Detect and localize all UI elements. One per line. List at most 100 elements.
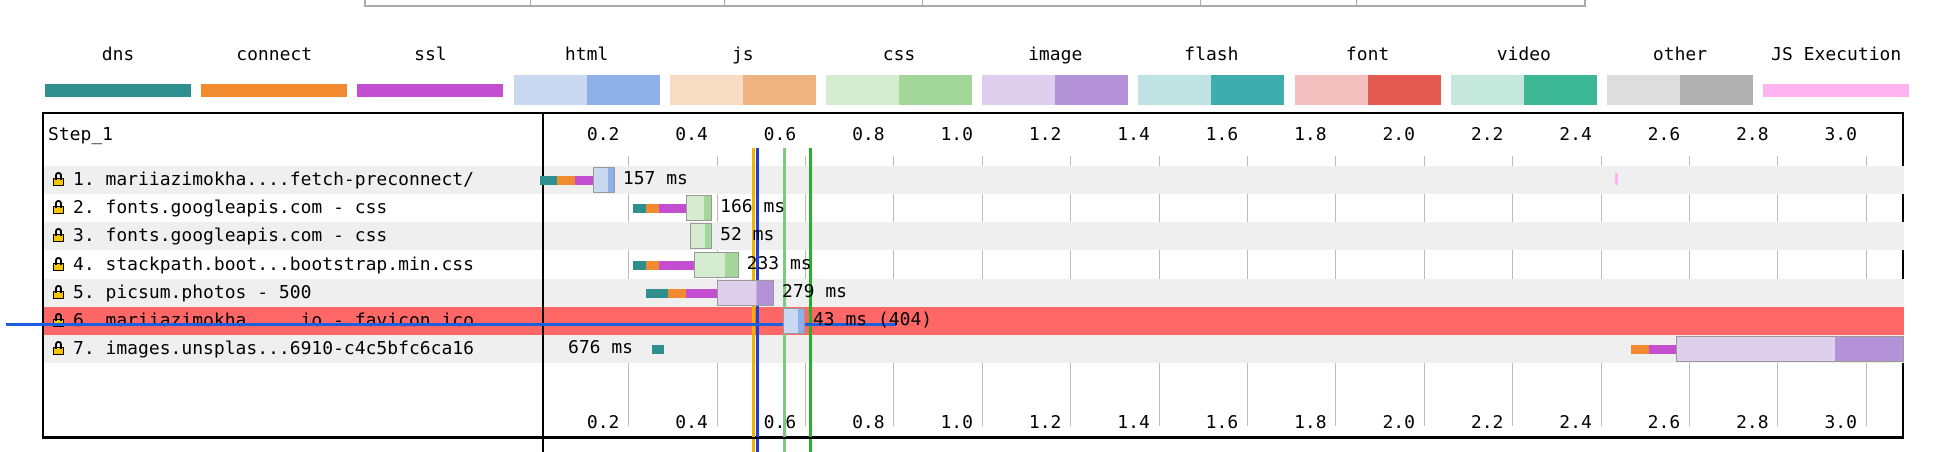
- scale-top-10: 2.2: [1470, 124, 1504, 145]
- timing-ssl: [575, 176, 593, 185]
- legend-swatch-dark-3: [586, 75, 660, 105]
- scale-bottom-11: 2.4: [1559, 412, 1592, 433]
- request-row: 6. mariiazimokha.....io - favicon.ico: [44, 307, 1904, 335]
- download-bar: [1675, 336, 1904, 362]
- request-time: 279 ms: [782, 281, 848, 302]
- legend-swatch-dark-10: [1680, 75, 1753, 105]
- download-bar: [685, 195, 713, 221]
- legend-swatch-light-4: [669, 75, 743, 105]
- scale-bottom-7: 1.6: [1205, 412, 1239, 433]
- request-label: 6. mariiazimokha.....io - favicon.ico: [52, 310, 474, 331]
- legend-label-10: other: [1652, 44, 1708, 65]
- legend-swatch-dark-5: [899, 75, 972, 105]
- legend-swatch-dark-6: [1055, 75, 1129, 105]
- lock-icon: [52, 341, 65, 355]
- legend-swatch-dark-8: [1367, 75, 1441, 105]
- request-label: 2. fonts.googleapis.com - css: [52, 197, 387, 218]
- request-label: 5. picsum.photos - 500: [52, 282, 311, 303]
- request-time: 233 ms: [746, 253, 812, 274]
- legend-label-2: ssl: [414, 44, 447, 65]
- scale-bottom-0: 0.2: [586, 412, 620, 433]
- frame-divider: [530, 0, 531, 5]
- scale-bottom-3: 0.8: [852, 412, 885, 433]
- scale-bottom-9: 2.0: [1382, 412, 1415, 433]
- request-url: 4. stackpath.boot...bootstrap.min.css: [73, 254, 474, 275]
- frame-divider: [922, 0, 923, 5]
- timing-connect: [667, 289, 686, 298]
- scale-top-2: 0.6: [763, 124, 797, 145]
- timing-ssl: [1649, 345, 1676, 354]
- frame-divider: [1356, 0, 1357, 5]
- timing-dns: [632, 204, 646, 213]
- event-marker-2: [783, 148, 786, 452]
- scale-top-13: 2.8: [1736, 124, 1769, 145]
- request-label: 4. stackpath.boot...bootstrap.min.css: [52, 254, 474, 275]
- request-row: 2. fonts.googleapis.com - css: [44, 194, 1904, 222]
- timing-connect: [557, 176, 576, 185]
- legend-label-3: html: [564, 44, 609, 65]
- timing-ssl: [659, 261, 695, 270]
- lock-icon: [52, 172, 65, 186]
- timing-ssl: [685, 289, 717, 298]
- scale-top-6: 1.4: [1117, 124, 1150, 145]
- legend-swatch-light-10: [1607, 75, 1680, 105]
- timing-dns: [539, 176, 558, 185]
- request-url: 3. fonts.googleapis.com - css: [73, 225, 388, 246]
- step-label: Step_1: [48, 124, 114, 145]
- scale-top-9: 2.0: [1382, 124, 1415, 145]
- download-bar: [690, 223, 713, 249]
- request-row: 3. fonts.googleapis.com - css: [44, 222, 1904, 250]
- legend-swatch-light-9: [1450, 75, 1524, 105]
- legend-swatch-2: [357, 84, 504, 97]
- request-url: 6. mariiazimokha.....io - favicon.ico: [73, 310, 474, 331]
- timing-dns: [645, 289, 668, 298]
- scale-bottom-4: 1.0: [940, 412, 973, 433]
- legend-label-1: connect: [236, 44, 313, 65]
- label-column-divider: [542, 112, 544, 452]
- download-bar: [716, 280, 774, 306]
- legend-swatch-dark-7: [1211, 75, 1285, 105]
- lock-icon: [52, 285, 65, 299]
- download-bar: [592, 167, 615, 193]
- request-row: 4. stackpath.boot...bootstrap.min.css: [44, 251, 1904, 279]
- timing-dns-marker: [652, 345, 664, 354]
- request-row: 1. mariiazimokha....fetch-preconnect/: [44, 166, 1904, 194]
- lock-icon: [52, 257, 65, 271]
- scale-top-3: 0.8: [852, 124, 885, 145]
- scale-top-7: 1.6: [1205, 124, 1239, 145]
- frame-divider: [1200, 0, 1201, 5]
- scale-top-11: 2.4: [1559, 124, 1592, 145]
- legend-swatch-light-7: [1138, 75, 1212, 105]
- scale-bottom-2: 0.6: [763, 412, 797, 433]
- download-bar: [694, 252, 739, 278]
- request-label: 1. mariiazimokha....fetch-preconnect/: [52, 169, 474, 190]
- request-time: 157 ms: [622, 168, 688, 189]
- scale-bottom-8: 1.8: [1294, 412, 1327, 433]
- legend-swatch-dark-4: [742, 75, 816, 105]
- request-time: 52 ms: [720, 224, 775, 245]
- legend-label-7: flash: [1184, 44, 1239, 65]
- request-url: 7. images.unsplas...6910-c4c5bfc6ca16: [73, 338, 474, 359]
- legend-label-4: js: [731, 44, 754, 65]
- scale-bottom-14: 3.0: [1824, 412, 1857, 433]
- timing-connect: [1631, 345, 1650, 354]
- legend-label-9: video: [1496, 44, 1551, 65]
- legend-label-8: font: [1345, 44, 1390, 65]
- table-bottom-rule: [42, 437, 1904, 439]
- request-label: 3. fonts.googleapis.com - css: [52, 225, 387, 246]
- request-label: 7. images.unsplas...6910-c4c5bfc6ca16: [52, 338, 474, 359]
- legend-swatch-0: [45, 84, 191, 97]
- scale-bottom-13: 2.8: [1736, 412, 1769, 433]
- scale-top-12: 2.6: [1647, 124, 1681, 145]
- js-execution-tick: [1615, 173, 1618, 185]
- scale-top-14: 3.0: [1824, 124, 1857, 145]
- scale-top-8: 1.8: [1294, 124, 1327, 145]
- request-url: 1. mariiazimokha....fetch-preconnect/: [73, 169, 474, 190]
- timing-ssl: [659, 204, 686, 213]
- request-row: 7. images.unsplas...6910-c4c5bfc6ca16: [44, 335, 1904, 363]
- legend-label-0: dns: [101, 44, 135, 65]
- scale-bottom-1: 0.4: [675, 412, 708, 433]
- legend-label-11: JS Execution: [1771, 44, 1902, 65]
- request-time: 43 ms (404): [812, 309, 933, 330]
- scale-top-0: 0.2: [586, 124, 620, 145]
